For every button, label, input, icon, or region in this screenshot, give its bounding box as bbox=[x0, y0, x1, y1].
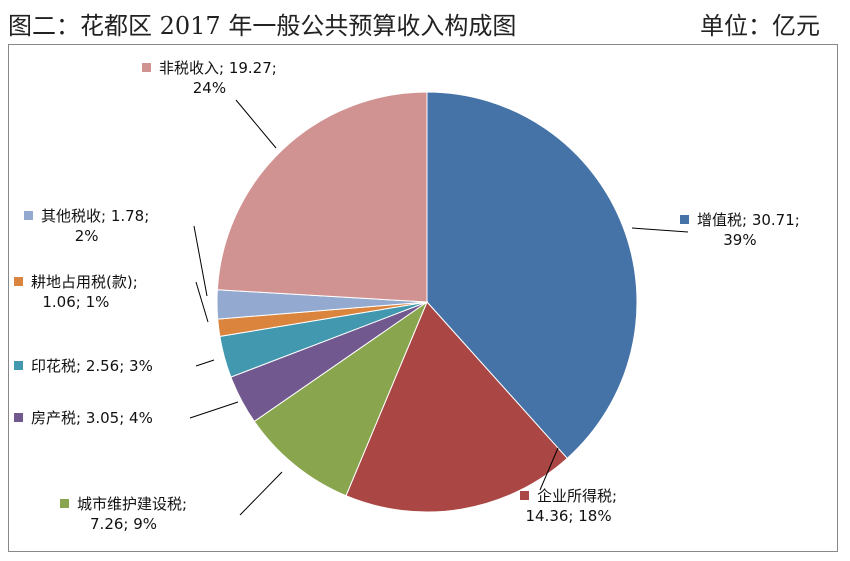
pie-slice bbox=[345, 301, 568, 513]
label-value: 2% bbox=[74, 227, 99, 245]
label-text: 企业所得税; bbox=[537, 487, 618, 505]
data-label: 印花税; 2.56; 3% bbox=[14, 356, 153, 376]
label-text: 印花税; 2.56; 3% bbox=[31, 357, 153, 375]
leader-line bbox=[189, 401, 239, 419]
legend-swatch bbox=[14, 361, 23, 370]
legend-swatch bbox=[520, 491, 529, 500]
legend-swatch bbox=[142, 63, 151, 72]
data-label: 增值税; 30.71; 39% bbox=[680, 210, 800, 250]
unit-label: 单位：亿元 bbox=[700, 12, 820, 40]
data-label: 非税收入; 19.27; 24% bbox=[142, 58, 277, 98]
data-label: 耕地占用税(款); 1.06; 1% bbox=[14, 272, 138, 312]
label-value: 39% bbox=[723, 231, 757, 249]
leader-line bbox=[195, 359, 215, 367]
label-value: 14.36; 18% bbox=[525, 507, 612, 525]
leader-line bbox=[631, 227, 689, 233]
label-text: 其他税收; 1.78; bbox=[41, 207, 150, 225]
legend-swatch bbox=[14, 413, 23, 422]
label-text: 非税收入; 19.27; bbox=[159, 59, 277, 77]
label-text: 耕地占用税(款); bbox=[31, 273, 138, 291]
pie-slice bbox=[253, 300, 429, 497]
chart-frame bbox=[8, 44, 838, 552]
label-value: 7.26; 9% bbox=[90, 515, 158, 533]
pie-slice bbox=[216, 91, 428, 303]
label-text: 房产税; 3.05; 4% bbox=[31, 409, 153, 427]
label-text: 增值税; 30.71; bbox=[697, 211, 800, 229]
legend-swatch bbox=[14, 277, 23, 286]
data-label: 企业所得税; 14.36; 18% bbox=[520, 486, 617, 526]
data-label: 房产税; 3.05; 4% bbox=[14, 408, 153, 428]
label-value: 1.06; 1% bbox=[42, 293, 110, 311]
leader-line bbox=[539, 447, 559, 491]
leader-line bbox=[235, 99, 277, 149]
legend-swatch bbox=[680, 215, 689, 224]
label-text: 城市维护建设税; bbox=[77, 495, 188, 513]
pie-slice bbox=[426, 91, 638, 460]
data-label: 城市维护建设税; 7.26; 9% bbox=[60, 494, 187, 534]
leader-line bbox=[195, 281, 209, 323]
legend-swatch bbox=[24, 211, 33, 220]
data-label: 其他税收; 1.78; 2% bbox=[24, 206, 149, 246]
legend-swatch bbox=[60, 499, 69, 508]
leader-line bbox=[193, 225, 208, 297]
chart-title: 图二：花都区 2017 年一般公共预算收入构成图 bbox=[8, 12, 517, 40]
label-value: 24% bbox=[192, 79, 227, 97]
leader-line bbox=[239, 471, 283, 516]
